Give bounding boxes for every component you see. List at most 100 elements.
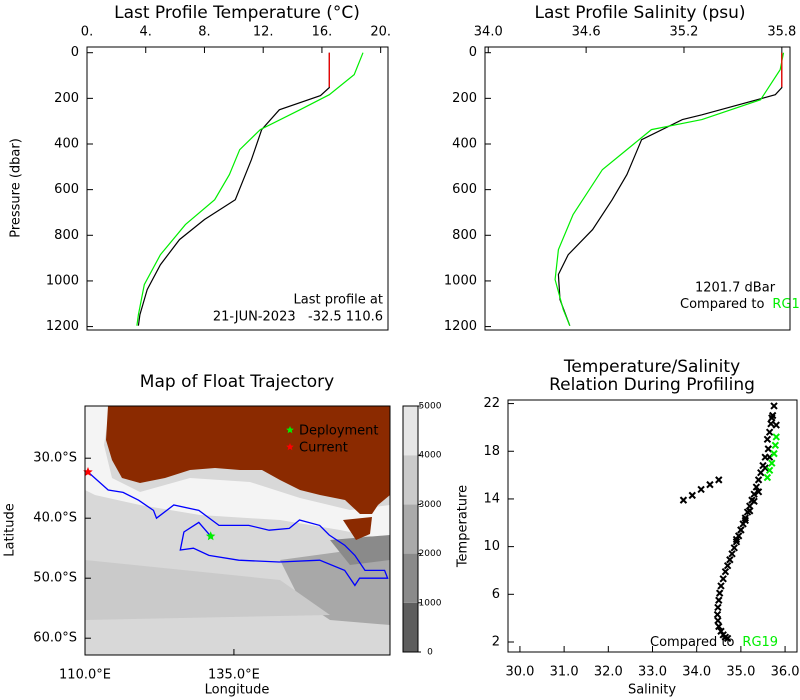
point (723, 561, 732, 570)
chart-title: Map of Float Trajectory (140, 372, 334, 392)
y-tick-label: 1000 (46, 273, 79, 288)
x-tick-label: 12. (253, 25, 274, 40)
plot-frame (484, 46, 791, 331)
chart-title: Last Profile Salinity (psu) (534, 3, 745, 23)
point (713, 610, 722, 619)
marker (205, 531, 216, 541)
point (732, 538, 741, 546)
data-line (136, 52, 364, 326)
x-tick-label: 8. (198, 25, 210, 40)
point (750, 490, 758, 498)
y-tick-label: 0 (469, 45, 477, 60)
point (715, 476, 723, 484)
point (767, 420, 775, 428)
point (772, 433, 780, 441)
depth-label: 1201.7 dBar (695, 281, 776, 296)
colorbar-band (403, 553, 418, 603)
point (768, 414, 776, 422)
point (763, 435, 772, 444)
point (770, 449, 778, 458)
comparison-label: Compared to (650, 635, 734, 650)
y-tick-label: 1200 (444, 319, 477, 334)
comparison-note: Compared to RG19 (680, 297, 800, 312)
chart-title: Relation During Profiling (549, 375, 755, 395)
y-tick-label: 18 (483, 444, 500, 459)
y-tick-label: 0 (71, 45, 79, 60)
point (764, 445, 772, 453)
point (706, 480, 714, 489)
point (746, 507, 754, 515)
y-axis-label: Pressure (dbar) (9, 138, 24, 238)
comparison-note: Compared to RG19 (650, 635, 778, 650)
y-tick-label: 800 (452, 228, 477, 243)
point (723, 634, 732, 643)
x-tick-label: 20. (370, 25, 391, 40)
data-line (137, 52, 330, 326)
point (688, 491, 696, 500)
colorbar-label: 2000 (419, 549, 442, 559)
y-tick-label: 10 (483, 539, 500, 554)
y-tick-label: 30.0°S (33, 451, 77, 466)
legend-symbol (286, 426, 294, 434)
point (717, 582, 725, 590)
colorbar-label: 3000 (419, 500, 442, 510)
data-line (557, 52, 783, 326)
x-tick-label: 135.0°E (208, 668, 260, 683)
point (715, 622, 723, 631)
chart-title: Temperature/Salinity (563, 357, 740, 377)
point (752, 483, 761, 491)
point (732, 535, 741, 544)
y-tick-label: 22 (483, 396, 500, 411)
point (771, 441, 780, 450)
point (719, 575, 727, 583)
point (763, 473, 772, 482)
point (741, 514, 750, 522)
y-tick-label: 400 (452, 136, 477, 151)
colorbar-label: 4000 (419, 451, 442, 461)
y-tick-label: 600 (452, 182, 477, 197)
y-tick-label: 6 (492, 587, 500, 602)
y-tick-label: 200 (54, 91, 79, 106)
data-line (554, 52, 785, 326)
y-tick-label: 600 (54, 182, 79, 197)
point (761, 464, 769, 472)
land-mass (343, 517, 372, 540)
point (750, 497, 758, 506)
colorbar-band (403, 602, 418, 652)
x-axis-label: Longitude (205, 683, 270, 698)
y-tick-label: 1200 (46, 319, 79, 334)
plot-frame (84, 405, 391, 656)
colorbar-frame (402, 405, 419, 653)
annotation: Last profile at (294, 293, 383, 308)
x-tick-label: 34.0 (474, 25, 503, 40)
x-axis-label: Salinity (628, 683, 676, 698)
x-tick-label: 32.0 (594, 665, 623, 680)
y-tick-label: 2 (492, 634, 500, 649)
x-tick-label: 4. (140, 25, 152, 40)
point (765, 466, 774, 475)
point (715, 596, 723, 604)
colorbar-label: 1000 (419, 598, 442, 608)
land (106, 406, 390, 540)
colorbar-band (403, 406, 418, 456)
point (772, 421, 780, 429)
x-tick-label: 35.8 (767, 25, 796, 40)
plot-frame (507, 399, 798, 653)
deep-area (85, 560, 330, 620)
colorbar-label: 0 (427, 648, 433, 658)
chart-title: Last Profile Temperature (°C) (114, 3, 360, 23)
point (730, 544, 738, 552)
comparison-name: RG19 (742, 635, 778, 650)
point (726, 556, 734, 564)
y-tick-label: 400 (54, 136, 79, 151)
y-tick-label: 40.0°S (33, 511, 77, 526)
y-tick-label: 1000 (444, 273, 477, 288)
x-tick-label: 0. (81, 25, 93, 40)
point (765, 428, 774, 436)
x-tick-label: 31.0 (550, 665, 579, 680)
marker (83, 467, 93, 476)
legend-label: Current (299, 441, 348, 456)
y-tick-label: 14 (483, 491, 500, 506)
x-tick-label: 33.0 (638, 665, 667, 680)
